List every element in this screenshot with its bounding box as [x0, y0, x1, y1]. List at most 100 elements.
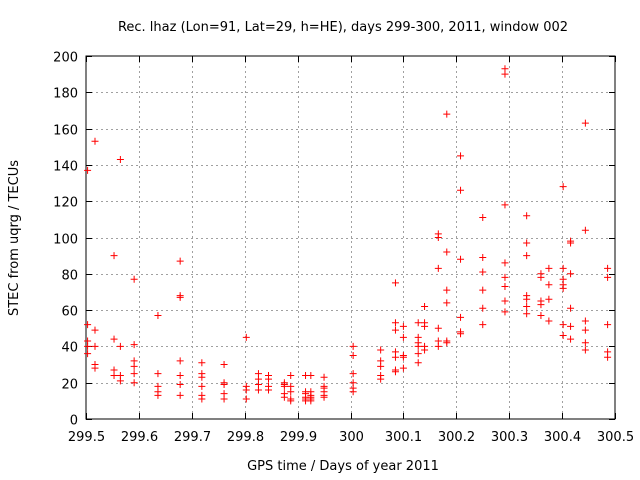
- data-point: [559, 332, 567, 340]
- x-tick-label: 300.3: [491, 430, 528, 445]
- data-point: [349, 388, 357, 396]
- data-point: [414, 350, 422, 358]
- data-point: [537, 273, 545, 281]
- data-point: [399, 333, 407, 341]
- data-point: [198, 373, 206, 381]
- y-tick-label: 120: [53, 196, 78, 211]
- y-axis-tick-labels: 0 20 40 60 80 100 120 140 160 180 200: [53, 51, 78, 429]
- data-point: [479, 286, 487, 294]
- data-point: [130, 341, 138, 349]
- y-tick-label: 20: [61, 378, 78, 393]
- x-tick-label: 300.4: [544, 430, 581, 445]
- data-point: [116, 155, 124, 163]
- data-point: [414, 359, 422, 367]
- data-point: [479, 214, 487, 222]
- data-point: [523, 310, 531, 318]
- data-point: [581, 226, 589, 234]
- data-point: [176, 357, 184, 365]
- data-point: [84, 321, 92, 329]
- data-point: [479, 321, 487, 329]
- data-point: [604, 264, 612, 272]
- data-point: [307, 397, 315, 405]
- data-point: [110, 252, 118, 260]
- data-point: [523, 212, 531, 220]
- data-point: [265, 375, 273, 383]
- data-point: [84, 342, 92, 350]
- data-point: [176, 371, 184, 379]
- data-point: [154, 312, 162, 320]
- data-point: [604, 321, 612, 329]
- y-tick-label: 60: [61, 305, 78, 320]
- data-point: [377, 346, 385, 354]
- data-point: [91, 326, 99, 334]
- data-point: [567, 239, 575, 247]
- data-point: [479, 268, 487, 276]
- data-point: [581, 119, 589, 127]
- x-tick-label: 300: [339, 430, 364, 445]
- x-tick-label: 299.5: [68, 430, 105, 445]
- data-point: [307, 371, 315, 379]
- data-point: [545, 317, 553, 325]
- data-point: [91, 364, 99, 372]
- x-tick-label: 300.1: [385, 430, 422, 445]
- data-point: [501, 70, 509, 78]
- data-point: [198, 359, 206, 367]
- y-tick-label: 160: [53, 124, 78, 139]
- x-tick-label: 299.6: [121, 430, 158, 445]
- data-point: [567, 304, 575, 312]
- data-point: [349, 342, 357, 350]
- data-point: [604, 273, 612, 281]
- data-point: [434, 234, 442, 241]
- data-point: [91, 342, 99, 350]
- data-point: [434, 264, 442, 272]
- x-tick-label: 299.8: [227, 430, 264, 445]
- y-tick-label: 0: [70, 414, 78, 429]
- data-point: [399, 353, 407, 361]
- data-point: [581, 326, 589, 334]
- data-point: [198, 395, 206, 403]
- data-point: [391, 353, 399, 361]
- data-point: [130, 379, 138, 387]
- data-point: [254, 386, 262, 394]
- data-point: [537, 312, 545, 320]
- data-point: [523, 252, 531, 260]
- data-point: [421, 346, 429, 354]
- data-point: [559, 264, 567, 272]
- data-point: [116, 377, 124, 385]
- data-point: [280, 393, 288, 401]
- data-point: [559, 321, 567, 329]
- x-axis-label: GPS time / Days of year 2011: [247, 459, 439, 474]
- data-point: [154, 370, 162, 378]
- data-point: [457, 186, 465, 194]
- data-point: [545, 264, 553, 272]
- data-point: [320, 373, 328, 381]
- x-tick-label: 299.7: [174, 430, 211, 445]
- data-point: [457, 330, 465, 338]
- y-tick-label: 200: [53, 51, 78, 66]
- data-point: [581, 317, 589, 325]
- data-point: [220, 361, 228, 369]
- data-point: [242, 395, 250, 403]
- y-tick-label: 100: [53, 233, 78, 248]
- data-point: [377, 375, 385, 383]
- plot-frame: [85, 55, 616, 420]
- data-point: [91, 137, 99, 145]
- data-point: [377, 362, 385, 370]
- data-point: [457, 255, 465, 263]
- data-point: [176, 381, 184, 389]
- data-point: [242, 386, 250, 394]
- data-point: [116, 342, 124, 350]
- data-point: [421, 322, 429, 330]
- x-tick-label: 299.9: [280, 430, 317, 445]
- data-point: [545, 281, 553, 289]
- y-tick-label: 80: [61, 269, 78, 284]
- data-point: [84, 166, 92, 174]
- data-point: [265, 386, 273, 394]
- data-point: [242, 333, 250, 341]
- data-point: [391, 326, 399, 334]
- data-point: [523, 295, 531, 303]
- data-point: [501, 283, 509, 291]
- y-tick-label: 140: [53, 160, 78, 175]
- data-point: [130, 370, 138, 378]
- data-points: [84, 65, 612, 405]
